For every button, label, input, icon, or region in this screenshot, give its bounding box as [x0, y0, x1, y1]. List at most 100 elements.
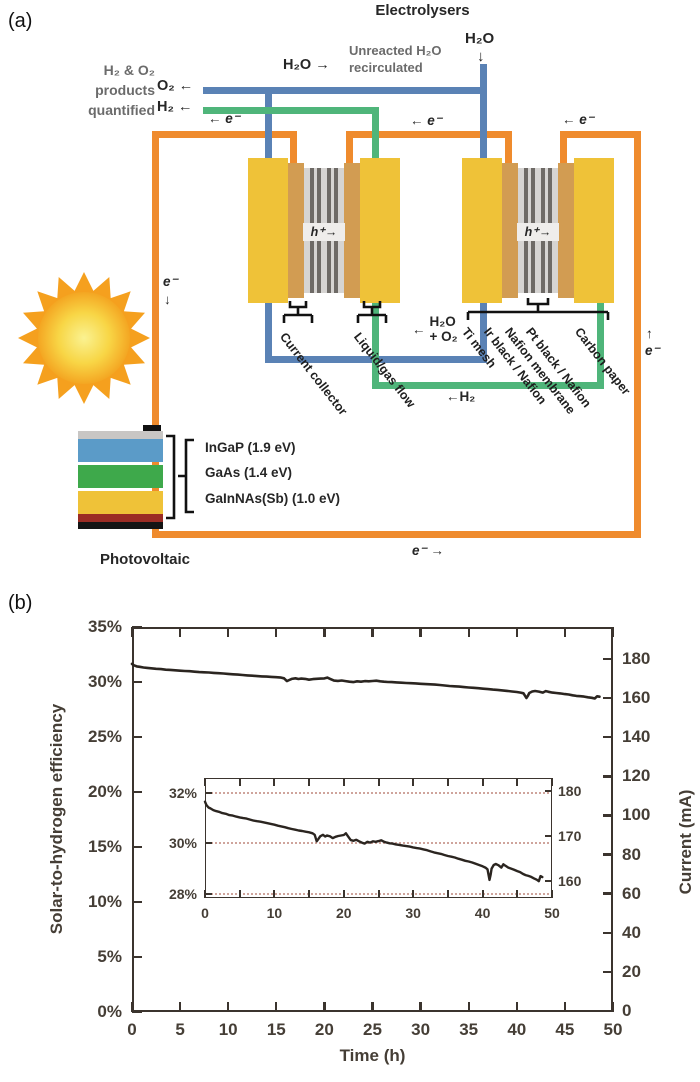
inset-x-tick-top: [342, 778, 345, 786]
inset-y-tick-left: [205, 842, 212, 845]
products-quantified-label: H₂ & O₂ products quantified: [60, 60, 155, 120]
inset-x-tick-top: [516, 778, 519, 786]
inset-x-tick: [377, 890, 380, 898]
photovoltaic-caption: Photovoltaic: [100, 551, 191, 568]
x-tick: [275, 1002, 278, 1012]
inset-x-tick: [308, 890, 311, 898]
y-tick-label-right: 80: [622, 844, 641, 864]
inset-y-tick-right: [545, 790, 552, 793]
x-tick-top: [563, 627, 567, 637]
cell1-electrode-left: [248, 158, 288, 303]
inset-x-tick-label: 20: [336, 905, 352, 921]
green-wire-top: [203, 107, 379, 114]
y-tick-right: [603, 931, 613, 934]
x-tick-top: [611, 627, 615, 637]
y-tick-right: [603, 1009, 613, 1013]
water-oxygen-arrow: ←: [412, 321, 426, 337]
x-tick-top: [323, 627, 326, 637]
x-tick-label: 25: [363, 1020, 382, 1039]
y-tick-label-right: 180: [622, 649, 651, 668]
orange-drop-b1: [346, 131, 353, 165]
orange-drop-c: [560, 131, 567, 165]
inset-x-tick-top: [446, 778, 449, 786]
y-tick-label-left: 20%: [87, 782, 122, 801]
inset-y-label-left: 28%: [168, 885, 197, 902]
y-tick-left: [132, 790, 142, 794]
x-tick-top: [515, 627, 518, 637]
electron-label-bottom: e⁻ →: [412, 543, 444, 558]
inset-x-tick: [516, 890, 519, 898]
inset-y-tick-right: [545, 834, 552, 837]
pv-layer-label: GaAs (1.4 eV): [205, 465, 293, 480]
y-tick-left: [132, 1010, 142, 1014]
y-tick-left: [132, 900, 142, 904]
hydrogen-return-label: ←H₂: [446, 389, 476, 404]
inset-x-tick-top: [551, 778, 553, 786]
inset-x-tick-label: 0: [201, 905, 209, 921]
x-tick: [178, 1002, 182, 1012]
orange-drop-b2: [505, 131, 512, 165]
x-tick-top: [130, 627, 134, 637]
inset-gridline: [208, 791, 549, 794]
inset-x-tick: [342, 890, 345, 898]
pv-layer-gaas: [78, 465, 163, 488]
pv-terminal: [143, 425, 161, 435]
pv-layer-label: InGaP (1.9 eV): [205, 440, 296, 455]
x-tick-label: 15: [266, 1020, 286, 1039]
pv-layer-ingap: [78, 439, 163, 462]
products-line2: products: [95, 82, 155, 98]
inset-x-tick-top: [238, 778, 241, 786]
water-oxygen-return-label: ← H₂O + O₂: [412, 314, 458, 344]
hplus-label-cell2: h⁺→: [517, 223, 559, 241]
inset-x-tick: [238, 890, 241, 898]
inset-y-tick-left: [205, 791, 212, 794]
x-tick: [227, 1002, 230, 1012]
y-tick-label-right: 0: [622, 1001, 632, 1020]
y-tick-label-left: 10%: [87, 892, 122, 911]
inset-y-label-right: 170: [558, 827, 582, 844]
x-tick: [467, 1002, 470, 1012]
pv-layer-back-contact: [78, 522, 163, 529]
y-tick-left: [132, 680, 142, 684]
inset-x-tick-top: [377, 778, 380, 786]
x-tick-top: [419, 627, 422, 637]
y-tick-label-left: 35%: [87, 617, 122, 636]
y-tick-left: [132, 735, 142, 739]
y-tick-label-left: 30%: [87, 672, 122, 691]
y-tick-label-right: 60: [622, 883, 641, 903]
inset-x-tick-top: [204, 778, 206, 786]
x-tick-label: 35: [459, 1020, 479, 1039]
products-line1: H₂ & O₂: [103, 62, 155, 78]
green-wire-v2: [597, 297, 604, 389]
cell2-terminal-left: [502, 163, 518, 298]
inset-x-tick-top: [481, 778, 484, 786]
o2-output-label: O₂ ←: [157, 78, 194, 94]
cell1-terminal-right: [344, 163, 360, 298]
orange-wire-top-b: [346, 131, 512, 138]
orange-wire-left-vertical: [152, 131, 159, 533]
y-tick-right: [603, 970, 613, 974]
electron-label-top-left: ← e⁻: [208, 111, 240, 126]
inset-y-label-right: 160: [558, 872, 582, 889]
inset-x-tick: [412, 890, 415, 898]
unreacted-line1: Unreacted H₂O: [349, 43, 442, 58]
cell1-electrode-right: [360, 158, 400, 303]
x-tick: [323, 1002, 326, 1012]
orange-wire-top-c: [560, 131, 641, 138]
x-tick-label: 50: [603, 1020, 623, 1039]
unreacted-label: Unreacted H₂O recirculated: [349, 42, 441, 76]
h2o-recirculation-label: H₂O →: [283, 57, 330, 73]
y-tick-label-left: 25%: [87, 727, 122, 746]
y-tick-label-left: 5%: [97, 947, 122, 966]
panel-a-label: (a): [8, 10, 33, 32]
y-tick-left: [132, 955, 142, 959]
x-tick: [130, 1002, 134, 1012]
y-tick-label-left: 15%: [87, 837, 122, 856]
electron-label-left-side: e⁻: [163, 274, 178, 289]
inset-x-tick-label: 40: [474, 905, 491, 921]
x-tick-label: 0: [127, 1020, 137, 1039]
green-wire-bottom: [372, 382, 604, 389]
y-tick-label-left: 0%: [97, 1002, 122, 1021]
